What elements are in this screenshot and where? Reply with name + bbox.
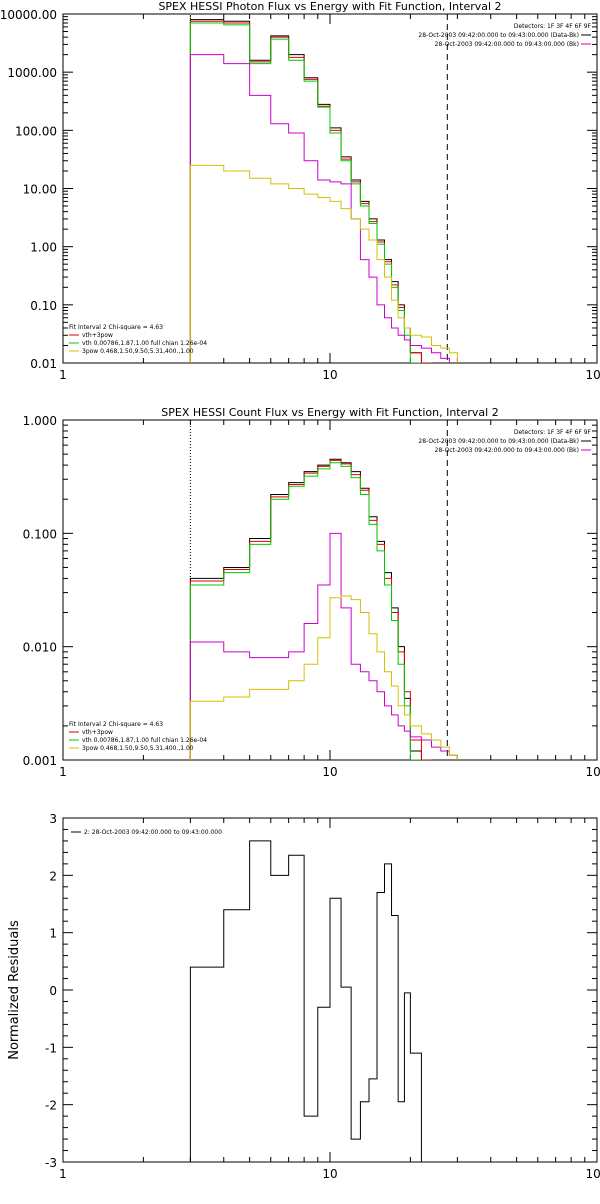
x-tick-label: 100 xyxy=(586,1167,600,1181)
series-line-5 xyxy=(189,595,458,760)
legend-time-entry: 28-Oct-2003 09:42:00.000 to 09:43:00.000… xyxy=(435,41,579,48)
panel-3: 1 10 100 -3 -2 -1 0 1 2 3 Normalized Residuals 2: 2… xyxy=(7,812,600,1181)
axes-frame xyxy=(62,13,598,364)
series-line-4 xyxy=(189,54,450,363)
axes-frame xyxy=(62,419,598,761)
legend-entry: 2: 28-Oct-2003 09:42:00.000 to 09:43:00.… xyxy=(84,829,222,836)
chart-title: SPEX HESSI Photon Flux vs Energy with Fi… xyxy=(158,0,501,13)
legend-time-entry: 28-Oct-2003 09:42:00.000 to 09:43:00.000… xyxy=(435,447,579,454)
series-line-1 xyxy=(189,458,422,760)
x-tick-label: 10 xyxy=(322,1167,337,1181)
x-tick-label: 1 xyxy=(59,368,67,382)
series-line-1 xyxy=(189,840,441,1162)
x-tick-label: 100 xyxy=(586,765,600,779)
series-line-3 xyxy=(189,22,422,363)
y-tick-label: 0.010 xyxy=(23,641,57,655)
legend-detectors: Detectors: 1F 3F 4F 6F 9F xyxy=(514,429,592,436)
legend-fit-entry: vth 0.00786,1.87,1.00 full chian 1.26e-0… xyxy=(82,737,207,744)
y-tick-label: 0.001 xyxy=(23,754,57,768)
y-tick-label: -1 xyxy=(45,1041,57,1055)
y-tick-label: 0.10 xyxy=(30,299,57,313)
legend-fit-title: Fit Interval 2 Chi-square = 4.63 xyxy=(69,324,163,331)
series-line-3 xyxy=(189,462,422,760)
y-tick-label: 10.00 xyxy=(23,183,57,197)
series-line-1 xyxy=(189,19,422,363)
y-tick-label: -2 xyxy=(45,1099,57,1113)
y-tick-label: 1.00 xyxy=(30,241,57,255)
y-tick-label: 1 xyxy=(49,927,57,941)
series-line-2 xyxy=(189,20,432,363)
y-axis-label: Normalized Residuals xyxy=(7,920,22,1060)
legend-time-entry: 28-Oct-2003 09:42:00.000 to 09:43:00.000… xyxy=(418,438,579,445)
y-tick-label: 2 xyxy=(49,869,57,883)
y-tick-label: 1000.00 xyxy=(7,66,57,80)
y-tick-label: 10000.00 xyxy=(0,8,57,22)
legend-fit-entry: 3pow 0.468,1.50,9.50,5.31,400.,1.00 xyxy=(82,348,194,355)
panel-2: SPEX HESSI Count Flux vs Energy with Fit… xyxy=(23,406,600,779)
legend-fit-entry: vth 0.00786,1.87,1.00 full chian 1.26e-0… xyxy=(82,340,207,347)
legend-detectors: Detectors: 1F 3F 4F 6F 9F xyxy=(514,23,592,30)
x-tick-label: 10 xyxy=(322,765,337,779)
x-tick-label: 1 xyxy=(59,765,67,779)
series-line-4 xyxy=(189,532,458,760)
legend-fit-entry: 3pow 0.468,1.50,9.50,5.31,400.,1.00 xyxy=(82,745,194,752)
y-tick-label: -3 xyxy=(45,1156,57,1170)
x-tick-label: 1 xyxy=(59,1167,67,1181)
chart-title: SPEX HESSI Count Flux vs Energy with Fit… xyxy=(161,406,498,419)
legend-fit-entry: vth+3pow xyxy=(82,332,113,339)
x-tick-label: 100 xyxy=(586,368,600,382)
legend-time-entry: 28-Oct-2003 09:42:00.000 to 09:43:00.000… xyxy=(418,32,579,39)
y-tick-label: 0.100 xyxy=(23,527,57,541)
y-tick-label: 0 xyxy=(49,984,57,998)
y-tick-label: 100.00 xyxy=(15,124,57,138)
legend-fit-entry: vth+3pow xyxy=(82,729,113,736)
y-tick-label: 3 xyxy=(49,812,57,826)
legend-fit-title: Fit Interval 2 Chi-square = 4.63 xyxy=(69,721,163,728)
series-line-5 xyxy=(189,164,458,363)
y-tick-label: 1.000 xyxy=(23,414,57,428)
panel-1: SPEX HESSI Photon Flux vs Energy with Fi… xyxy=(0,0,600,382)
y-tick-label: 0.01 xyxy=(30,357,57,371)
x-tick-label: 10 xyxy=(322,368,337,382)
